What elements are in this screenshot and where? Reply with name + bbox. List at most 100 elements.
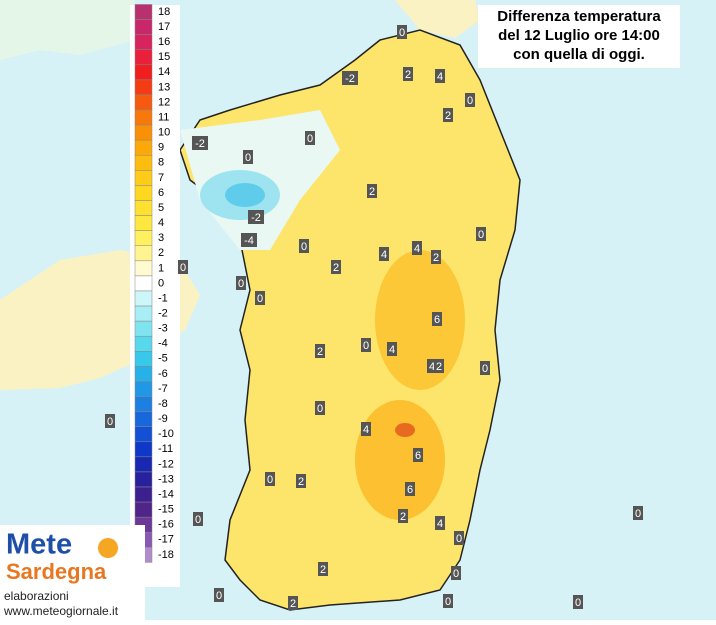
label-box	[432, 312, 442, 326]
map-label: 0	[180, 262, 186, 274]
legend-swatch	[134, 426, 153, 443]
legend-swatch	[134, 486, 153, 503]
map-label: 0	[107, 416, 113, 428]
legend-label: 12	[158, 96, 170, 108]
label-box	[431, 250, 441, 264]
legend-label: 5	[158, 202, 164, 214]
legend-label: -6	[158, 368, 168, 380]
legend-label: -10	[158, 428, 174, 440]
legend-label: -9	[158, 413, 168, 425]
label-box	[454, 531, 464, 545]
map-label: 0	[399, 27, 405, 39]
legend-label: 1	[158, 262, 164, 274]
legend-label: 11	[158, 111, 169, 123]
legend-label: 4	[158, 217, 164, 229]
legend-label: -15	[158, 504, 174, 516]
legend-swatch	[134, 441, 153, 458]
map-label: 0	[267, 474, 273, 486]
map-label: 4	[437, 518, 443, 530]
legend-swatch	[134, 305, 153, 322]
logo-text: Sardegna	[6, 559, 107, 584]
legend-swatch	[134, 320, 153, 337]
hot-spot	[395, 423, 415, 437]
map-label: 0	[363, 340, 369, 352]
legend-swatch	[134, 124, 153, 141]
label-box	[331, 260, 341, 274]
title-line: con quella di oggi.	[513, 46, 645, 63]
map-label: 0	[307, 133, 313, 145]
title-box	[478, 5, 680, 68]
legend-label: 0	[158, 277, 164, 289]
legend-swatch	[134, 34, 153, 50]
legend-label: 17	[158, 21, 170, 33]
label-box	[427, 359, 437, 373]
label-box	[405, 482, 415, 496]
legend-swatch	[134, 170, 153, 186]
legend-swatch	[134, 185, 153, 201]
legend-swatch	[134, 64, 153, 81]
land-top-left	[0, 0, 135, 60]
legend-swatch	[134, 49, 153, 66]
credits: www.meteogiornale.it	[3, 604, 119, 618]
legend-swatch	[134, 79, 153, 96]
legend-label: -12	[158, 458, 174, 470]
map-label: -2	[195, 138, 205, 150]
label-box	[318, 562, 328, 576]
map-label: 0	[216, 590, 222, 602]
label-box	[361, 422, 371, 436]
title-line: del 12 Luglio ore 14:00	[498, 27, 660, 44]
label-box	[413, 448, 423, 462]
legend-label: -5	[158, 353, 168, 365]
map-label: 2	[298, 476, 304, 488]
legend-swatch	[134, 396, 153, 412]
map-label: 4	[437, 71, 443, 83]
legend-swatch	[134, 94, 153, 111]
map-label: 2	[436, 361, 442, 373]
legend-swatch	[134, 215, 153, 231]
map-label: 0	[257, 293, 263, 305]
label-box	[288, 596, 298, 610]
legend-label: -1	[158, 292, 168, 304]
label-box	[299, 239, 309, 253]
legend-label: -14	[158, 488, 174, 500]
label-box	[315, 344, 325, 358]
label-box	[398, 509, 408, 523]
label-box	[248, 210, 264, 224]
legend-swatch	[134, 109, 153, 126]
map-label: 0	[245, 152, 251, 164]
label-box	[214, 588, 224, 602]
label-box	[443, 594, 453, 608]
cold-core	[225, 183, 265, 207]
legend-label: -17	[158, 534, 174, 546]
legend-label: 8	[158, 157, 164, 169]
legend-label: -18	[158, 549, 174, 561]
map-label: -2	[345, 73, 355, 85]
map-label: 2	[369, 186, 375, 198]
map-label: 2	[333, 262, 339, 274]
map-label: 2	[400, 511, 406, 523]
label-box	[315, 401, 325, 415]
map-label: 4	[381, 249, 387, 261]
legend-swatch	[134, 456, 153, 473]
legend-label: 14	[158, 66, 170, 78]
map-label: 2	[290, 598, 296, 610]
legend-swatch	[134, 139, 153, 156]
credits: elaborazioni	[4, 589, 69, 603]
legend-label: -3	[158, 323, 168, 335]
label-box	[435, 69, 445, 83]
map-label: 4	[389, 344, 395, 356]
map-label: 0	[482, 363, 488, 375]
map-label: 0	[467, 95, 473, 107]
label-box	[296, 474, 306, 488]
map-label: -4	[244, 235, 254, 247]
map-label: 0	[453, 568, 459, 580]
map-label: 0	[478, 229, 484, 241]
label-box	[342, 71, 358, 85]
legend-label: 16	[158, 36, 170, 48]
label-box	[236, 276, 246, 290]
map-label: 4	[363, 424, 369, 436]
label-box	[178, 260, 188, 274]
legend-label: -13	[158, 473, 174, 485]
label-box	[397, 25, 407, 39]
